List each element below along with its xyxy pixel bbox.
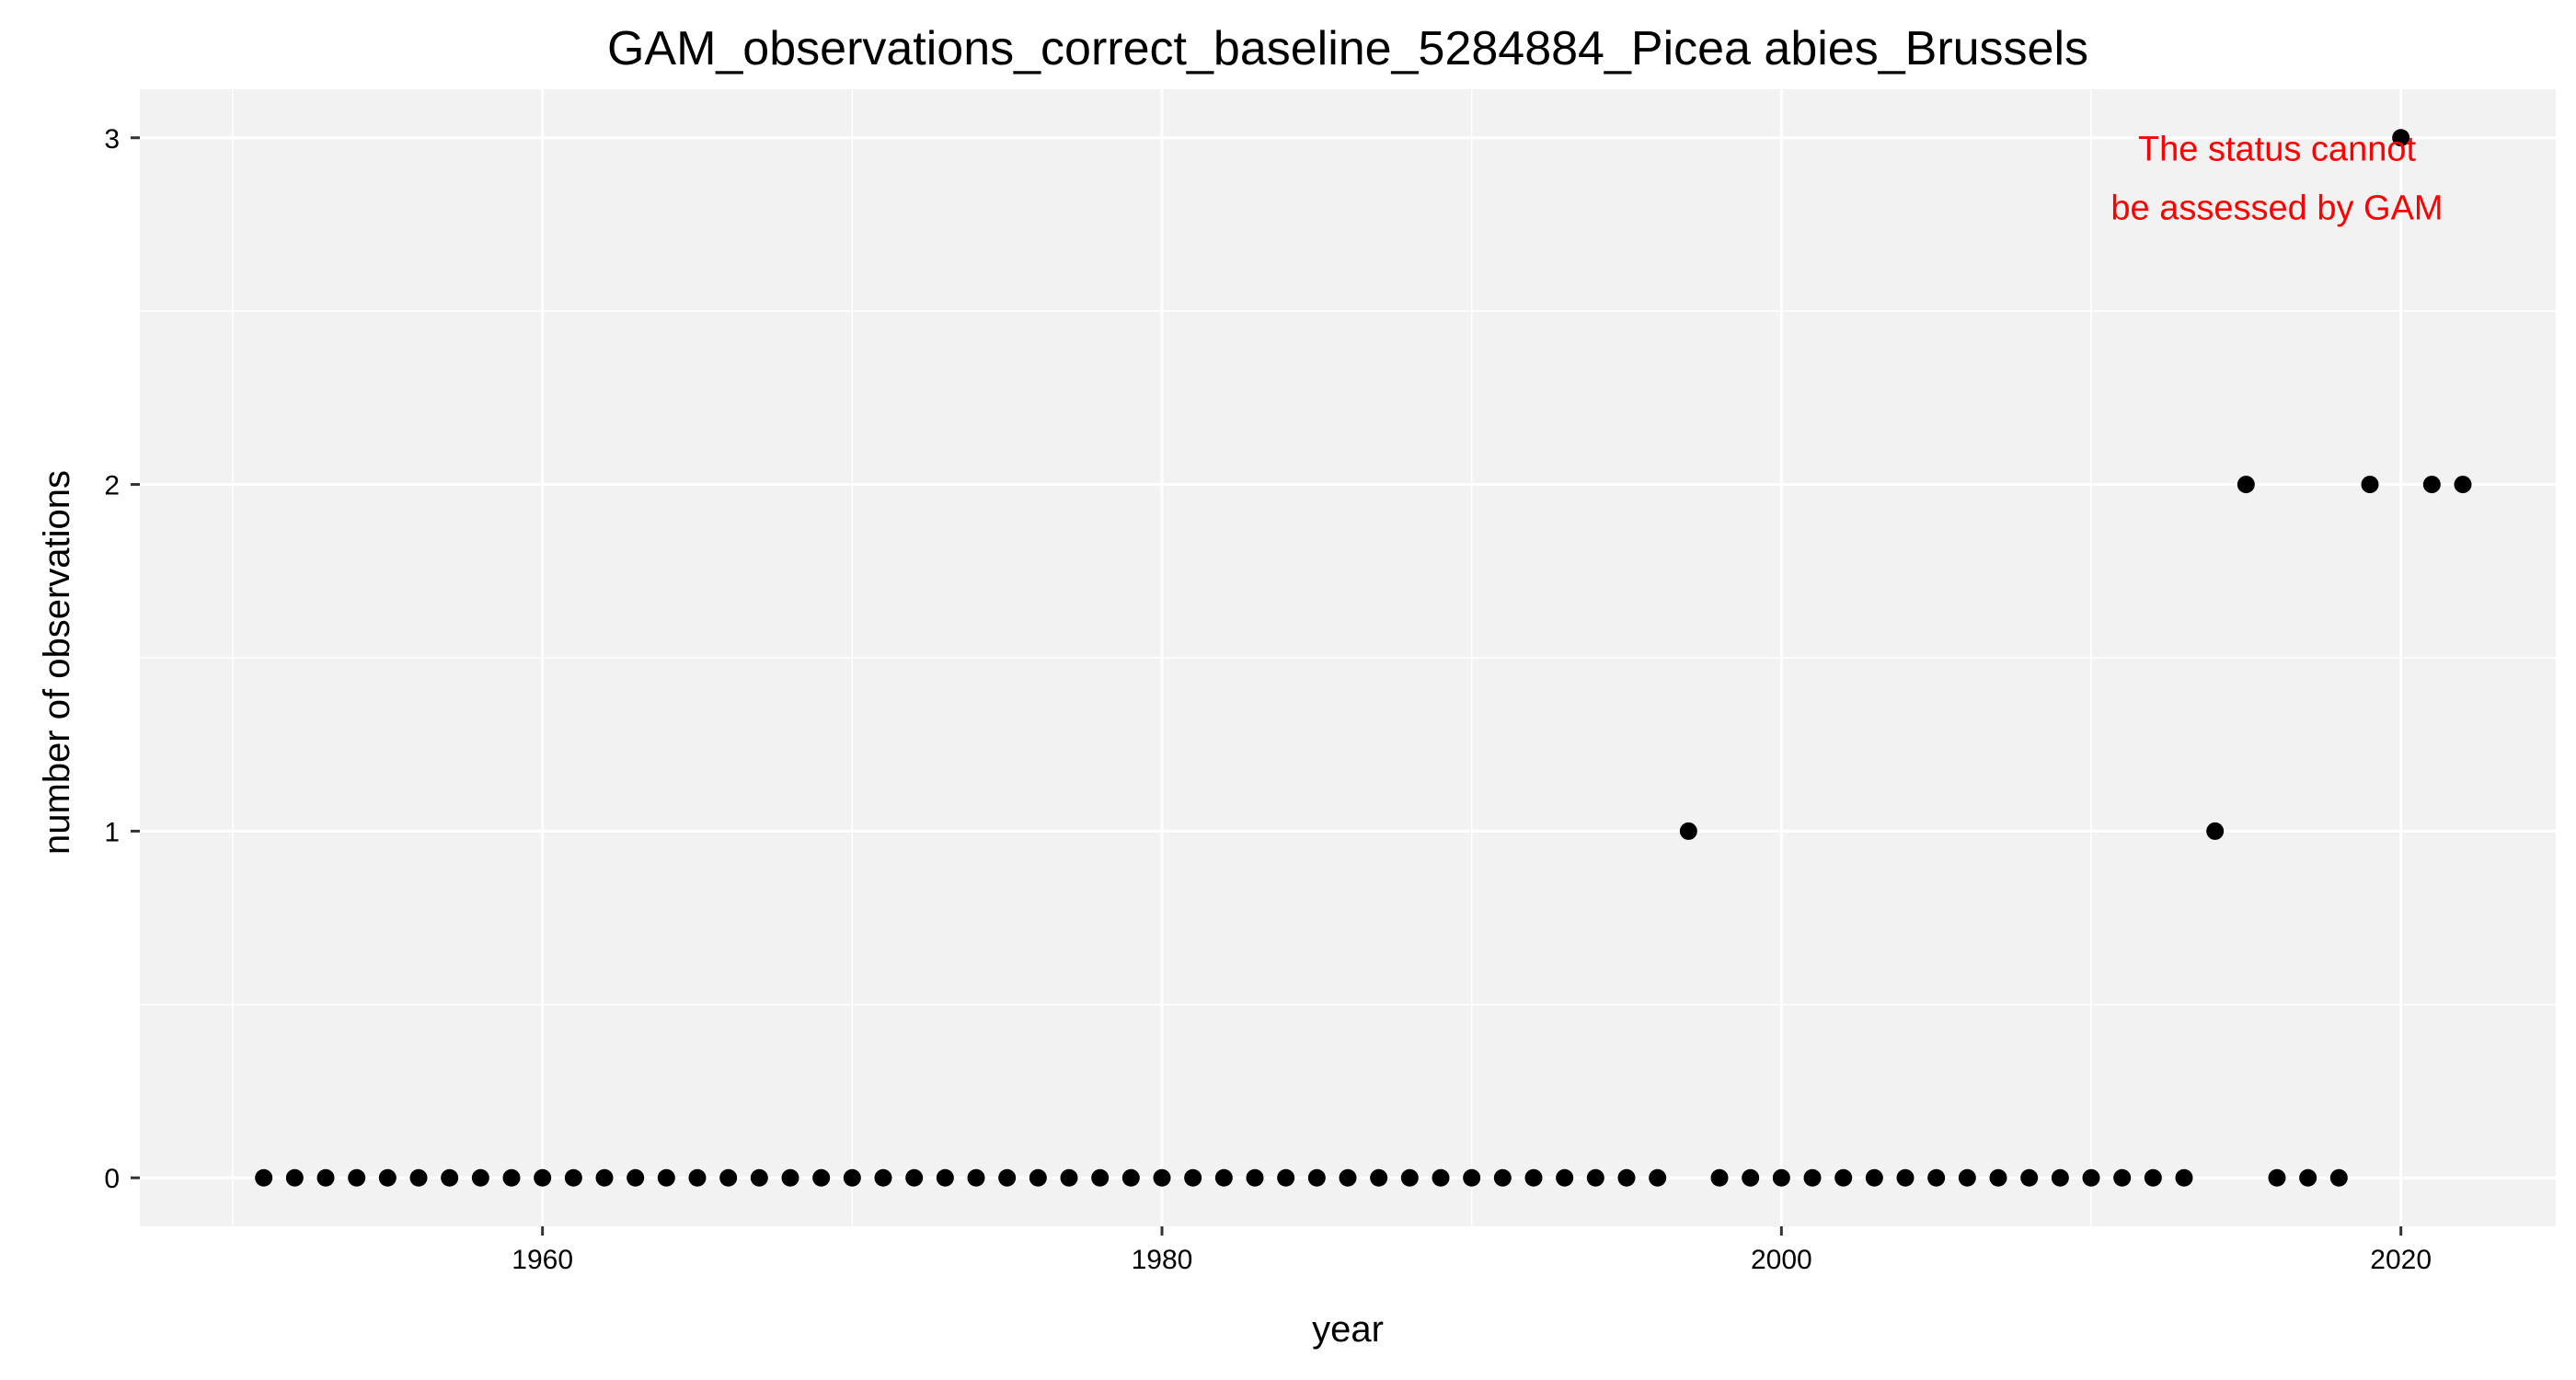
data-point: [967, 1168, 985, 1187]
data-point: [1184, 1168, 1202, 1187]
data-point: [843, 1168, 861, 1187]
data-point: [1400, 1168, 1419, 1187]
data-point: [534, 1168, 552, 1187]
data-point: [1896, 1168, 1915, 1187]
data-point: [1834, 1168, 1853, 1187]
y-tick-label: 3: [104, 124, 120, 155]
data-point: [1586, 1168, 1604, 1187]
data-point: [1493, 1168, 1512, 1187]
data-point: [2144, 1168, 2162, 1187]
data-point: [1742, 1168, 1760, 1187]
data-point: [1710, 1168, 1729, 1187]
data-point: [441, 1168, 459, 1187]
data-point: [1865, 1168, 1883, 1187]
y-axis-title: number of observations: [37, 470, 77, 855]
data-point: [471, 1168, 489, 1187]
data-point: [1432, 1168, 1450, 1187]
data-point: [1958, 1168, 1976, 1187]
data-point: [2237, 476, 2255, 494]
data-point: [2268, 1168, 2286, 1187]
data-point: [595, 1168, 614, 1187]
data-point: [657, 1168, 675, 1187]
annotation-line-2: be assessed by GAM: [2110, 189, 2443, 227]
data-point: [1277, 1168, 1295, 1187]
y-tick-label: 0: [104, 1164, 120, 1194]
data-point: [1246, 1168, 1264, 1187]
data-point: [2454, 476, 2472, 494]
data-point: [316, 1168, 335, 1187]
data-point: [2113, 1168, 2132, 1187]
data-point: [2020, 1168, 2039, 1187]
data-point: [1679, 822, 1697, 840]
data-point: [998, 1168, 1017, 1187]
data-point: [1060, 1168, 1078, 1187]
x-tick-label: 1980: [1132, 1245, 1193, 1275]
data-point: [750, 1168, 768, 1187]
data-point: [2422, 476, 2441, 494]
data-point: [1370, 1168, 1388, 1187]
data-point: [1214, 1168, 1233, 1187]
data-point: [1772, 1168, 1790, 1187]
data-point: [2392, 129, 2410, 147]
x-axis: 1960 1980 2000 2020: [512, 1226, 2432, 1275]
data-point: [1029, 1168, 1047, 1187]
data-point: [688, 1168, 707, 1187]
data-point: [627, 1168, 645, 1187]
data-point: [2361, 476, 2379, 494]
data-point: [2082, 1168, 2100, 1187]
status-annotation: The status cannot be assessed by GAM: [2110, 130, 2443, 227]
x-tick-label: 2000: [1751, 1245, 1812, 1275]
data-point: [1556, 1168, 1574, 1187]
y-tick-label: 2: [104, 471, 120, 501]
data-point: [285, 1168, 304, 1187]
data-point: [1307, 1168, 1326, 1187]
data-point: [1927, 1168, 1946, 1187]
data-point: [2299, 1168, 2317, 1187]
x-axis-title: year: [1312, 1309, 1384, 1350]
data-point: [905, 1168, 924, 1187]
data-point: [1617, 1168, 1636, 1187]
data-point: [1121, 1168, 1140, 1187]
data-point: [1339, 1168, 1357, 1187]
data-point: [502, 1168, 521, 1187]
data-point: [2206, 822, 2225, 840]
data-point: [1524, 1168, 1543, 1187]
data-point: [1649, 1168, 1667, 1187]
data-point: [1463, 1168, 1481, 1187]
data-points: [255, 129, 2472, 1187]
data-point: [255, 1168, 273, 1187]
data-point: [1153, 1168, 1171, 1187]
y-axis: 0 1 2 3: [104, 124, 140, 1194]
data-point: [564, 1168, 582, 1187]
data-point: [348, 1168, 366, 1187]
data-point: [1803, 1168, 1822, 1187]
data-point: [2175, 1168, 2193, 1187]
data-point: [874, 1168, 892, 1187]
annotation-line-1: The status cannot: [2138, 130, 2417, 168]
data-point: [719, 1168, 738, 1187]
x-tick-label: 2020: [2370, 1245, 2432, 1275]
data-point: [378, 1168, 397, 1187]
data-point: [936, 1168, 954, 1187]
data-point: [812, 1168, 831, 1187]
x-tick-label: 1960: [512, 1245, 573, 1275]
data-point: [2051, 1168, 2069, 1187]
data-point: [2329, 1168, 2348, 1187]
data-point: [1091, 1168, 1110, 1187]
data-point: [1989, 1168, 2007, 1187]
chart-title: GAM_observations_correct_baseline_528488…: [607, 22, 2088, 75]
y-tick-label: 1: [104, 817, 120, 847]
data-point: [409, 1168, 428, 1187]
data-point: [781, 1168, 799, 1187]
